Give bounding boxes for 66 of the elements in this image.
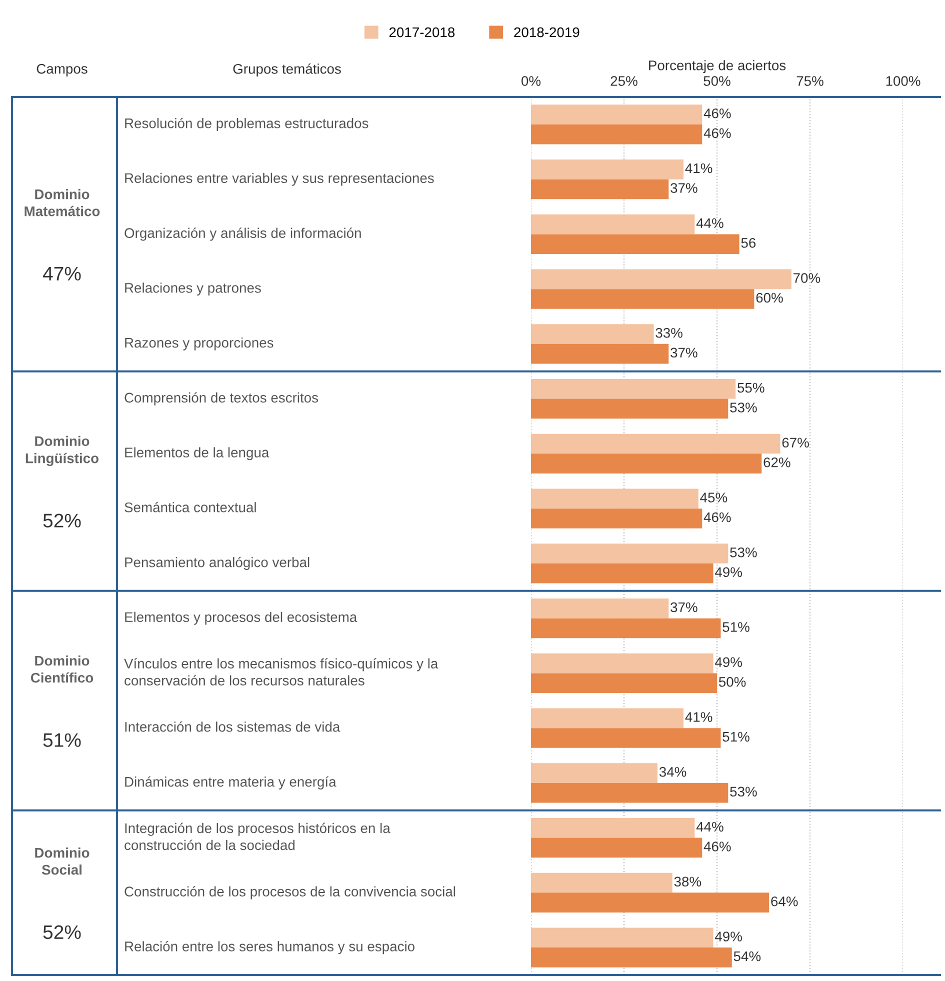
x-axis-title: Porcentaje de aciertos	[649, 60, 786, 74]
x-tick-label: 75%	[796, 76, 824, 86]
legend-label: 2018-2019	[514, 27, 580, 38]
data-label: 49%	[714, 567, 742, 578]
data-label: 67%	[782, 438, 809, 448]
text: Campos	[36, 64, 88, 76]
data-label: 51%	[722, 732, 750, 742]
data-label: 50%	[718, 676, 746, 687]
data-label: 37%	[670, 602, 698, 612]
data-label: 44%	[696, 218, 724, 228]
data-label: 46%	[704, 128, 731, 138]
legend-label: 2017-2018	[389, 27, 455, 38]
y-tick-label: Semántica contextual	[124, 502, 256, 512]
data-label: 45%	[700, 492, 728, 502]
data-label: 64%	[771, 896, 798, 906]
data-label: 37%	[670, 183, 698, 193]
data-label: 41%	[685, 712, 712, 722]
data-label: 46%	[704, 108, 731, 118]
y-tick-label: Relaciones entre variables y sus representaciones	[125, 172, 434, 186]
text: Dominio Científico	[30, 655, 94, 683]
data-label: 37%	[670, 348, 698, 358]
data-label: 38%	[674, 876, 702, 887]
y-tick-label: Organización y análisis de información	[124, 228, 361, 241]
text: 51%	[43, 733, 81, 747]
data-label: 56	[741, 238, 756, 248]
y-tick-label: Pensamiento analógico verbal	[125, 556, 310, 570]
data-label: 33%	[656, 328, 682, 338]
y-tick-label: Construcción de los procesos de la convivencia social	[124, 886, 456, 900]
data-label: 62%	[764, 457, 790, 468]
x-tick-label: 0%	[522, 76, 541, 86]
data-label: 46%	[704, 512, 731, 522]
data-label: 51%	[722, 622, 750, 632]
data-label: 70%	[794, 273, 820, 283]
data-label: 53%	[730, 786, 757, 797]
x-tick-label: 25%	[610, 76, 638, 86]
y-tick-label: Razones y proporciones	[125, 337, 274, 350]
data-label: 53%	[730, 547, 757, 558]
y-tick-label: Resolución de problemas estructurados	[125, 118, 368, 131]
y-tick-label: Relaciones y patrones	[125, 282, 261, 296]
data-label: 55%	[738, 382, 764, 393]
y-tick-label: Elementos de la lengua	[125, 447, 270, 460]
data-label: 53%	[730, 402, 757, 412]
y-tick-label: Vínculos entre los mecanismos físico-químicos y la conservación de los recursos naturales	[124, 658, 438, 686]
data-label: 34%	[659, 766, 686, 777]
text: 52%	[43, 514, 81, 528]
text: Dominio Matemático	[24, 189, 100, 216]
data-label: 49%	[714, 657, 742, 668]
text: 47%	[42, 266, 81, 280]
x-tick-label: 50%	[704, 76, 730, 86]
y-tick-label: Comprensión de textos escritos	[124, 392, 318, 406]
y-tick-label: Integración de los procesos históricos en la construcción de la sociedad	[124, 822, 390, 850]
y-tick-label: Relación entre los seres humanos y su espacio	[125, 941, 414, 954]
data-label: 60%	[756, 292, 783, 303]
data-label: 49%	[714, 932, 742, 942]
text: Dominio Lingüístico	[26, 436, 98, 466]
y-tick-label: Interacción de los sistemas de vida	[125, 721, 340, 732]
data-label: 54%	[734, 951, 761, 962]
data-label: 46%	[704, 842, 731, 852]
text: 52%	[43, 925, 81, 940]
data-label: 41%	[685, 163, 712, 174]
text: Dominio Social	[35, 848, 90, 875]
y-tick-label: Dinámicas entre materia y energía	[125, 776, 336, 790]
x-tick-label: 100%	[886, 76, 920, 86]
y-tick-label: Elementos y procesos del ecosistema	[125, 612, 358, 625]
text: Grupos temáticos	[233, 63, 341, 77]
data-label: 44%	[696, 822, 724, 832]
